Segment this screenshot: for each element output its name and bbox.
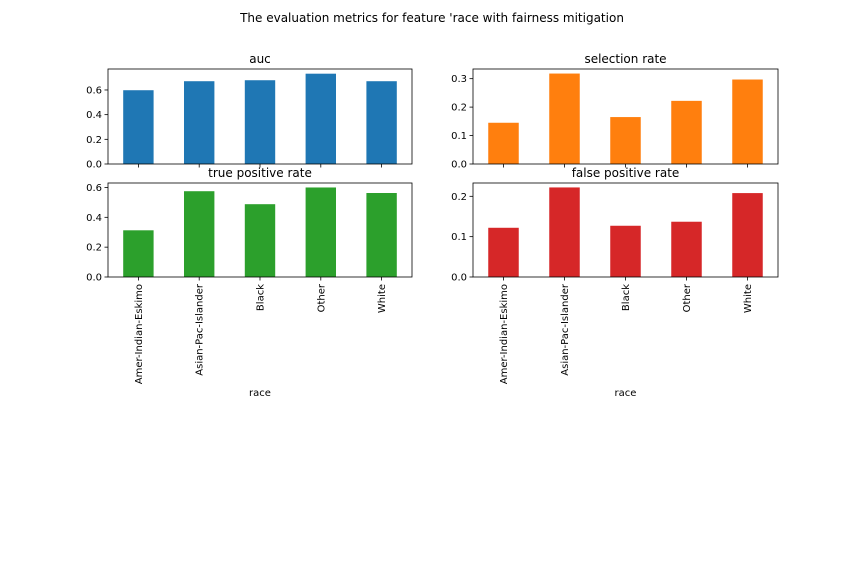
xtick-label-true-positive-rate-amer-indian-eskimo: Amer-Indian-Eskimo <box>134 284 145 384</box>
ytick-label-false-positive-rate: 0.0 <box>451 273 467 284</box>
bar-true-positive-rate-white <box>366 193 397 277</box>
bar-selection-rate-black <box>610 117 641 164</box>
ytick-label-selection-rate: 0.0 <box>451 160 467 171</box>
bar-selection-rate-other <box>671 100 702 164</box>
ytick-label-selection-rate: 0.1 <box>451 131 467 142</box>
ytick-label-selection-rate: 0.2 <box>451 103 467 114</box>
figure-suptitle: The evaluation metrics for feature 'race… <box>239 11 624 25</box>
bar-true-positive-rate-asian-pac-islander <box>184 191 215 277</box>
subplot-title-false-positive-rate: false positive rate <box>572 166 680 180</box>
subplot-grid: 0.0 0.2 0.4 0.6 auc 0.0 0.1 0.2 0.3 selection rat… <box>86 52 779 399</box>
bar-auc-white <box>366 81 397 164</box>
ytick-label-true-positive-rate: 0.0 <box>86 273 102 284</box>
bar-auc-amer-indian-eskimo <box>123 90 154 164</box>
bar-false-positive-rate-asian-pac-islander <box>549 187 580 277</box>
subplot-false-positive-rate: 0.0 0.1 0.2 Amer-Indian-Eskimo Asian-Pac-Isl… <box>451 166 779 399</box>
bar-true-positive-rate-other <box>305 187 336 277</box>
subplot-true-positive-rate: 0.0 0.2 0.4 0.6 Amer-Indian-Eskimo Asian-Pac-… <box>86 166 413 399</box>
xaxis-label-false-positive-rate: race <box>615 388 637 399</box>
xtick-label-true-positive-rate-white: White <box>377 284 388 313</box>
ytick-label-selection-rate: 0.3 <box>451 74 467 85</box>
subplot-title-selection-rate: selection rate <box>584 52 666 66</box>
bar-true-positive-rate-black <box>244 204 276 277</box>
subplot-selection-rate: 0.0 0.1 0.2 0.3 selection rate <box>451 52 779 171</box>
xtick-label-true-positive-rate-other: Other <box>316 283 327 312</box>
xtick-label-false-positive-rate-asian-pac-islander: Asian-Pac-Islander <box>560 283 571 376</box>
bar-false-positive-rate-white <box>732 193 763 277</box>
ytick-label-true-positive-rate: 0.6 <box>86 183 102 194</box>
xtick-label-true-positive-rate-asian-pac-islander: Asian-Pac-Islander <box>195 283 206 376</box>
bar-auc-black <box>244 80 276 164</box>
ytick-label-auc: 0.0 <box>86 160 102 171</box>
bar-auc-other <box>305 73 336 164</box>
bar-false-positive-rate-amer-indian-eskimo <box>488 227 519 277</box>
xtick-label-false-positive-rate-black: Black <box>621 284 632 311</box>
ytick-label-auc: 0.6 <box>86 85 102 96</box>
bar-auc-asian-pac-islander <box>184 81 215 164</box>
xtick-label-false-positive-rate-white: White <box>743 284 754 313</box>
bar-selection-rate-asian-pac-islander <box>549 73 580 164</box>
subplot-title-true-positive-rate: true positive rate <box>208 166 312 180</box>
bar-selection-rate-white <box>732 79 763 164</box>
bar-true-positive-rate-amer-indian-eskimo <box>123 230 154 277</box>
xtick-label-false-positive-rate-other: Other <box>682 283 693 312</box>
xtick-label-true-positive-rate-black: Black <box>256 284 267 311</box>
ytick-label-auc: 0.2 <box>86 135 102 146</box>
xaxis-label-true-positive-rate: race <box>249 388 271 399</box>
bar-selection-rate-amer-indian-eskimo <box>488 122 519 164</box>
ytick-label-auc: 0.4 <box>86 110 102 121</box>
bar-false-positive-rate-other <box>671 221 702 277</box>
subplot-title-auc: auc <box>249 52 271 66</box>
ytick-label-false-positive-rate: 0.2 <box>451 192 467 203</box>
ytick-label-true-positive-rate: 0.2 <box>86 243 102 254</box>
bar-false-positive-rate-black <box>610 225 641 277</box>
ytick-label-false-positive-rate: 0.1 <box>451 232 467 243</box>
subplot-auc: 0.0 0.2 0.4 0.6 auc <box>86 52 413 171</box>
ytick-label-true-positive-rate: 0.4 <box>86 213 102 224</box>
xtick-label-false-positive-rate-amer-indian-eskimo: Amer-Indian-Eskimo <box>499 284 510 384</box>
